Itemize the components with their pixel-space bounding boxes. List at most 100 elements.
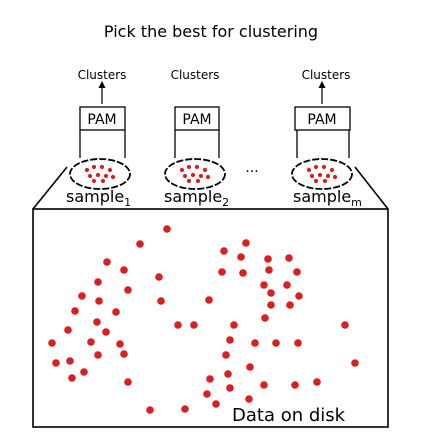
data-point [112, 308, 120, 316]
data-point [267, 301, 275, 309]
data-points [48, 225, 359, 414]
sample-point [190, 172, 196, 178]
pam-label: PAM [182, 112, 211, 128]
sample-point [84, 167, 90, 173]
sample-point [321, 164, 327, 170]
data-point [174, 321, 182, 329]
data-on-disk-box [32, 208, 389, 428]
data-point [48, 339, 56, 347]
data-point [206, 375, 214, 383]
sample-point [91, 178, 97, 184]
sample-column-1: Clusters PAM [78, 68, 127, 158]
data-point [68, 374, 76, 382]
pam-box [174, 106, 220, 131]
data-point [157, 297, 165, 305]
sample-point [329, 167, 335, 173]
data-point [80, 368, 88, 376]
data-point [265, 266, 273, 274]
sample-label-2: sample2 [164, 187, 229, 209]
sample-point [322, 178, 328, 184]
data-point [293, 268, 301, 276]
sample-point [103, 173, 109, 179]
data-point [120, 266, 128, 274]
sample-ellipse [69, 158, 131, 190]
sample-point [107, 167, 113, 173]
funnel-line-right [354, 166, 389, 210]
data-point [52, 359, 60, 367]
sample-point [91, 164, 97, 170]
data-point [120, 350, 128, 358]
data-point [218, 268, 226, 276]
pam-box [294, 106, 351, 131]
data-point [124, 286, 132, 294]
sample-point [186, 178, 192, 184]
data-point [267, 289, 275, 297]
sample-point [332, 174, 338, 180]
data-point [78, 292, 86, 300]
sample-label-1: sample1 [66, 187, 131, 209]
sample-point [309, 173, 315, 179]
funnel-line-left [32, 166, 68, 210]
data-point [190, 321, 198, 329]
ellipsis-separator: ··· [245, 164, 258, 180]
data-point [245, 395, 253, 403]
data-point [71, 307, 79, 315]
sample-point [186, 164, 192, 170]
sample-column-m: Clusters PAM [294, 68, 351, 158]
sample-point [99, 164, 105, 170]
sample-point [313, 178, 319, 184]
sample-point [95, 172, 101, 178]
data-point [341, 321, 349, 329]
pam-label: PAM [307, 112, 336, 128]
data-point [87, 338, 95, 346]
data-point [155, 273, 163, 281]
data-point [66, 357, 74, 365]
sample-point [182, 173, 188, 179]
data-point [205, 296, 213, 304]
data-point [203, 390, 211, 398]
sample-ellipse [291, 158, 353, 190]
data-point [181, 405, 189, 413]
pam-box [79, 106, 126, 131]
clusters-label: Clusters [302, 68, 351, 82]
sample-point [313, 164, 319, 170]
data-point [283, 281, 291, 289]
data-point [224, 370, 232, 378]
data-point [136, 240, 144, 248]
data-point [291, 381, 299, 389]
sample-point [306, 167, 312, 173]
data-point [251, 339, 259, 347]
sample-point [194, 164, 200, 170]
sample-point [87, 173, 93, 179]
data-point [226, 384, 234, 392]
data-point [102, 328, 110, 336]
arrowhead [318, 81, 326, 88]
sample-point [179, 167, 185, 173]
sample-point [317, 172, 323, 178]
data-point [124, 378, 132, 386]
data-point [272, 339, 280, 347]
clusters-label: Clusters [78, 68, 127, 82]
sample-point [325, 173, 331, 179]
clusters-label: Clusters [171, 68, 220, 82]
sample-point [195, 178, 201, 184]
data-point [94, 351, 102, 359]
data-point [220, 247, 228, 255]
data-on-disk-label: Data on disk [232, 405, 346, 426]
data-point [264, 255, 272, 263]
data-point [103, 258, 111, 266]
sample-point [202, 167, 208, 173]
data-point [313, 378, 321, 386]
data-point [239, 269, 247, 277]
arrowhead [98, 81, 106, 88]
sample-point [205, 174, 211, 180]
data-point [260, 381, 268, 389]
sample-column-2: Clusters PAM [171, 68, 220, 158]
data-point [285, 254, 293, 262]
data-point [295, 292, 303, 300]
data-point [237, 253, 245, 261]
data-point [222, 351, 230, 359]
data-point [246, 363, 254, 371]
data-point [116, 340, 124, 348]
